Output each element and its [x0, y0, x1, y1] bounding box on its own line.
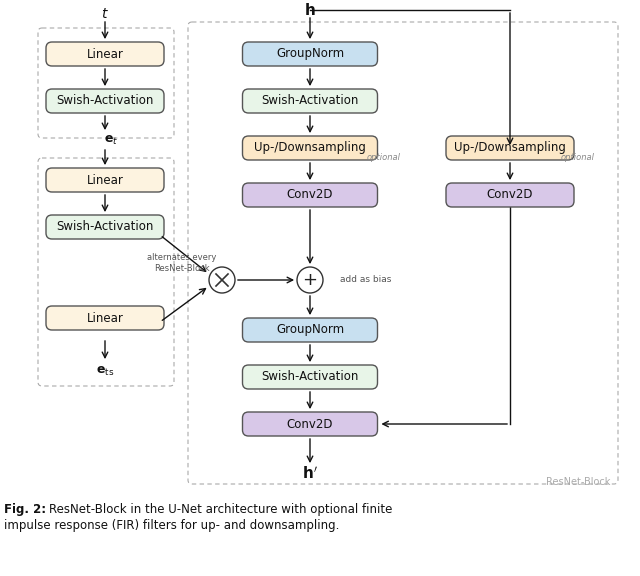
FancyBboxPatch shape — [243, 412, 378, 436]
Text: Conv2D: Conv2D — [287, 188, 333, 202]
FancyBboxPatch shape — [243, 89, 378, 113]
FancyBboxPatch shape — [243, 365, 378, 389]
Text: optional: optional — [561, 153, 595, 162]
Text: GroupNorm: GroupNorm — [276, 324, 344, 336]
Text: alternates every
ResNet-Block: alternates every ResNet-Block — [147, 253, 217, 273]
Text: Up-/Downsampling: Up-/Downsampling — [454, 142, 566, 154]
FancyBboxPatch shape — [46, 42, 164, 66]
FancyBboxPatch shape — [243, 42, 378, 66]
Text: impulse response (FIR) filters for up- and downsampling.: impulse response (FIR) filters for up- a… — [4, 518, 339, 532]
FancyBboxPatch shape — [243, 318, 378, 342]
FancyBboxPatch shape — [46, 89, 164, 113]
FancyBboxPatch shape — [446, 136, 574, 160]
FancyBboxPatch shape — [243, 183, 378, 207]
Text: +: + — [303, 271, 317, 289]
Text: GroupNorm: GroupNorm — [276, 47, 344, 60]
FancyBboxPatch shape — [46, 215, 164, 239]
Text: Linear: Linear — [86, 312, 124, 324]
Text: Swish-Activation: Swish-Activation — [261, 370, 358, 384]
FancyBboxPatch shape — [46, 306, 164, 330]
Text: $t$: $t$ — [101, 7, 109, 21]
Text: Swish-Activation: Swish-Activation — [56, 94, 154, 108]
FancyBboxPatch shape — [243, 136, 378, 160]
Text: add as bias: add as bias — [340, 275, 392, 285]
Text: $\mathbf{e}_{\mathrm{ts}}$: $\mathbf{e}_{\mathrm{ts}}$ — [96, 365, 114, 377]
Text: Linear: Linear — [86, 173, 124, 187]
FancyBboxPatch shape — [446, 183, 574, 207]
Text: Swish-Activation: Swish-Activation — [56, 221, 154, 233]
Text: $\mathbf{h}'$: $\mathbf{h}'$ — [302, 466, 318, 482]
Text: optional: optional — [367, 153, 401, 162]
Text: Swish-Activation: Swish-Activation — [261, 94, 358, 108]
Text: Conv2D: Conv2D — [287, 418, 333, 430]
Text: $\mathbf{e}_{t}$: $\mathbf{e}_{t}$ — [104, 134, 118, 146]
Text: $\mathbf{h}$: $\mathbf{h}$ — [304, 2, 316, 18]
FancyBboxPatch shape — [46, 168, 164, 192]
Text: Conv2D: Conv2D — [487, 188, 533, 202]
Text: ResNet-Block in the U-Net architecture with optional finite: ResNet-Block in the U-Net architecture w… — [49, 503, 392, 517]
Text: ResNet-Block: ResNet-Block — [546, 477, 610, 487]
Text: Fig. 2:: Fig. 2: — [4, 503, 46, 517]
Text: Up-/Downsampling: Up-/Downsampling — [254, 142, 366, 154]
Text: Linear: Linear — [86, 47, 124, 60]
